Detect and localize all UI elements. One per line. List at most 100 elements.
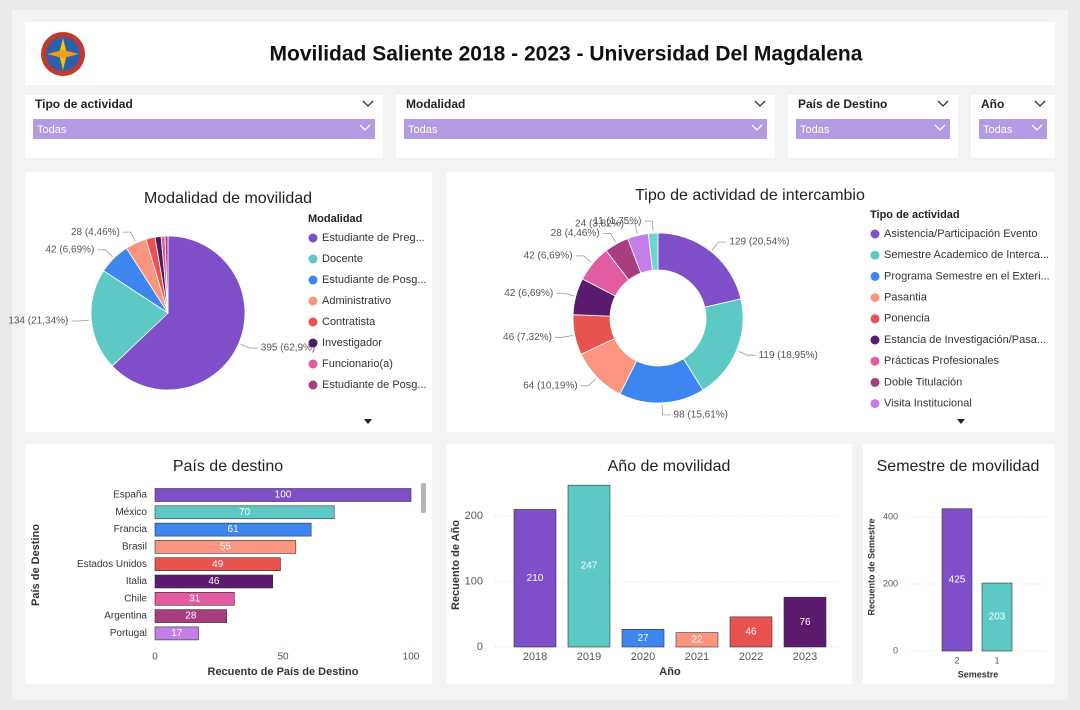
bar: [675, 632, 719, 648]
data-label: 55: [220, 542, 232, 553]
legend-more[interactable]: [957, 419, 965, 424]
filter-dropdown[interactable]: [33, 119, 375, 139]
y-tick-label: Francia: [114, 524, 148, 535]
data-label: 98 (15,61%): [674, 410, 728, 421]
data-label: 129 (20,54%): [729, 237, 789, 248]
legend-label: Estudiante de Posg...: [322, 379, 427, 391]
legend-label: Docente: [322, 253, 363, 265]
chevron[interactable]: [1031, 124, 1043, 131]
x-tick-label: 50: [277, 652, 289, 663]
filter-dropdown[interactable]: [404, 119, 767, 139]
y-tick-label: España: [113, 490, 147, 501]
y-tick-label: 200: [465, 510, 483, 522]
bar: [513, 509, 557, 648]
legend-marker: [308, 359, 318, 369]
data-label: 17: [171, 628, 183, 639]
legend-marker: [308, 275, 318, 285]
leader-line: [554, 334, 573, 338]
data-label: 24 (3,82%): [575, 218, 624, 229]
legend-label: Administrativo: [322, 295, 391, 307]
filter-value: Todas: [800, 124, 830, 136]
leader-line: [122, 231, 136, 242]
y-tick-label: Argentina: [104, 611, 147, 622]
y-tick-label: Portugal: [110, 628, 147, 639]
legend-marker: [870, 293, 880, 303]
filter-value: Todas: [37, 124, 67, 136]
data-label: 395 (62,9%): [261, 343, 315, 354]
chevron[interactable]: [751, 124, 763, 131]
bar: [154, 505, 335, 520]
chevron[interactable]: [754, 100, 766, 107]
bar: [981, 582, 1013, 652]
y-tick-label: Italia: [126, 576, 148, 587]
leader-line: [240, 343, 258, 349]
data-label: 11 (1,75%): [593, 216, 641, 227]
data-label: 42 (6,69%): [504, 288, 553, 299]
x-axis-title: Año: [659, 666, 681, 678]
y-tick-label: 200: [883, 578, 898, 588]
data-label: 42 (6,69%): [45, 244, 94, 255]
chevron[interactable]: [934, 124, 946, 131]
leader-line: [602, 232, 616, 243]
chevron[interactable]: [937, 100, 949, 107]
data-label: 119 (18,95%): [759, 350, 818, 361]
legend-more[interactable]: [364, 419, 372, 424]
data-label: 100: [275, 490, 292, 501]
filter-label: Modalidad: [406, 97, 465, 111]
data-label: 76: [799, 617, 811, 628]
x-tick-label: 2021: [685, 651, 709, 663]
filter-value: Todas: [983, 124, 1013, 136]
chevron[interactable]: [1034, 100, 1046, 107]
leader-line: [97, 249, 113, 258]
data-label: 64 (10,19%): [523, 380, 577, 391]
chart-title: País de destino: [173, 458, 283, 475]
legend-marker: [870, 335, 880, 345]
chart-card: [446, 444, 852, 684]
y-tick-label: 0: [893, 645, 898, 655]
y-tick-label: Estados Unidos: [77, 559, 147, 570]
bar: [154, 574, 274, 589]
data-label: 46: [745, 627, 757, 638]
chevron[interactable]: [359, 124, 371, 131]
chevron[interactable]: [362, 100, 374, 107]
leader-line: [71, 319, 90, 322]
filter-label: País de Destino: [798, 97, 887, 111]
scrollbar[interactable]: [421, 483, 426, 513]
x-tick-label: 2: [954, 655, 959, 665]
filter-value: Todas: [408, 124, 438, 136]
data-label: 425: [949, 574, 966, 585]
data-label: 22: [691, 634, 703, 645]
legend-marker: [870, 271, 880, 281]
legend-label: Estudiante de Posg...: [322, 274, 427, 286]
y-axis-title: País de Destino: [30, 524, 42, 606]
leader-line: [738, 350, 756, 356]
data-label: 46 (7,32%): [503, 332, 552, 343]
y-axis-title: Recuento de Año: [450, 520, 462, 610]
legend-marker: [308, 380, 318, 390]
legend-label: Investigador: [322, 337, 382, 349]
leader-line: [644, 220, 654, 232]
bar: [729, 616, 773, 648]
y-tick-label: México: [115, 507, 147, 518]
bar: [783, 596, 827, 648]
header-card: [25, 22, 1055, 85]
x-tick-label: 2018: [523, 651, 547, 663]
x-axis-title: Semestre: [958, 669, 999, 679]
legend-label: Asistencia/Participación Evento: [884, 228, 1037, 240]
bar: [154, 488, 412, 502]
x-tick-label: 1: [994, 655, 999, 665]
legend-marker: [308, 254, 318, 264]
x-axis-title: Recuento de País de Destino: [208, 666, 359, 678]
slice: [164, 235, 169, 314]
legend-marker: [870, 377, 880, 387]
data-label: 31: [189, 593, 201, 604]
bar: [154, 540, 297, 554]
filter-dropdown[interactable]: [979, 119, 1047, 139]
filter-dropdown[interactable]: [796, 119, 950, 139]
legend-label: Doble Titulación: [884, 376, 962, 388]
data-label: 46: [208, 576, 220, 587]
legend-label: Prácticas Profesionales: [884, 355, 999, 367]
legend-marker: [308, 317, 318, 327]
legend-marker: [308, 233, 318, 243]
